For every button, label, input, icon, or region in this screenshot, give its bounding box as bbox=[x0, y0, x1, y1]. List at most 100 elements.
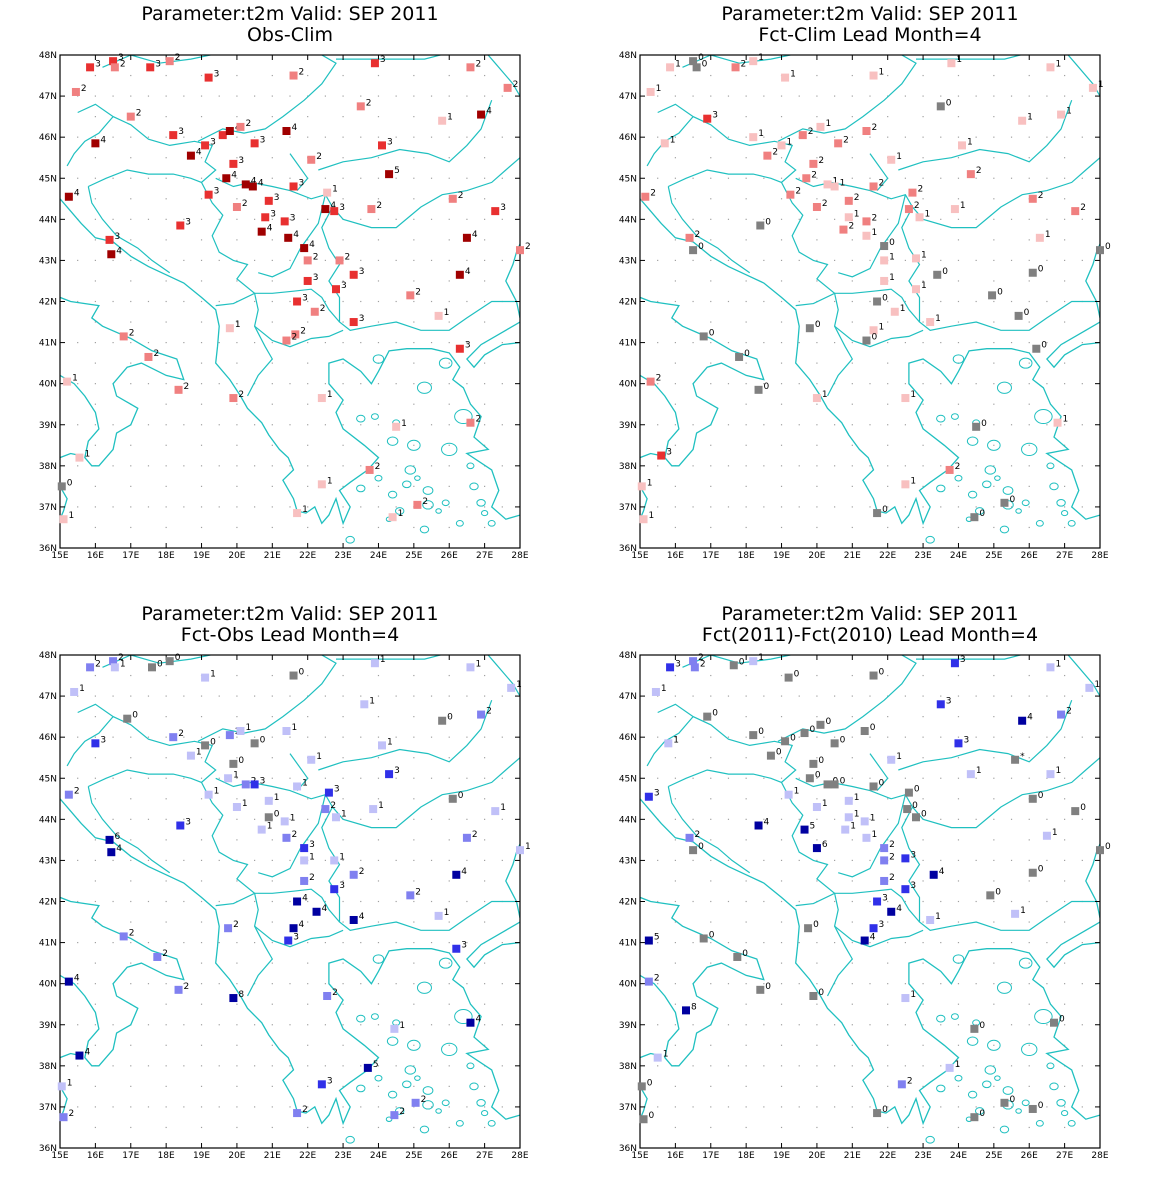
island bbox=[950, 1013, 959, 1020]
station-value-label: 2 bbox=[129, 928, 135, 938]
station-marker bbox=[945, 1063, 954, 1072]
grid-dot bbox=[413, 880, 415, 882]
grid-dot bbox=[448, 695, 450, 697]
grid-dot bbox=[904, 695, 906, 697]
grid-dot bbox=[377, 921, 380, 923]
grid-dot bbox=[1081, 177, 1083, 179]
grid-dot bbox=[1064, 1024, 1066, 1026]
grid-dot bbox=[922, 403, 924, 405]
grid-dot bbox=[413, 239, 415, 241]
grid-dot bbox=[887, 818, 889, 820]
grid-dot bbox=[448, 526, 450, 529]
island bbox=[1046, 1062, 1055, 1070]
grid-dot bbox=[377, 716, 380, 718]
grid-dot bbox=[1028, 757, 1030, 759]
grid-dot bbox=[77, 300, 79, 303]
station-value-label: 3 bbox=[155, 59, 161, 69]
grid-dot bbox=[307, 198, 309, 200]
grid-dot bbox=[307, 506, 309, 508]
grid-dot bbox=[869, 300, 871, 303]
grid-dot bbox=[904, 506, 906, 508]
island bbox=[967, 1090, 978, 1099]
station-marker bbox=[250, 739, 259, 748]
grid-dot bbox=[200, 798, 203, 800]
grid-dot bbox=[674, 716, 676, 718]
grid-dot bbox=[745, 362, 747, 364]
grid-dot bbox=[887, 736, 889, 738]
grid-dot bbox=[993, 157, 995, 159]
station-marker bbox=[356, 102, 365, 111]
grid-dot bbox=[887, 116, 889, 118]
station-value-label: 1 bbox=[673, 735, 679, 745]
grid-dot bbox=[975, 983, 977, 985]
grid-dot bbox=[165, 506, 167, 508]
grid-dot bbox=[940, 177, 942, 179]
grid-dot bbox=[816, 259, 818, 262]
station-value-label: 2 bbox=[238, 390, 244, 400]
grid-dot bbox=[130, 383, 132, 385]
station-marker bbox=[390, 1111, 399, 1120]
grid-dot bbox=[94, 1024, 96, 1026]
grid-dot bbox=[236, 1085, 238, 1087]
grid-dot bbox=[1010, 777, 1013, 779]
grid-dot bbox=[342, 116, 344, 118]
station-value-label: 1 bbox=[380, 655, 386, 665]
grid-dot bbox=[466, 259, 468, 262]
lon-tick-label: 19E bbox=[193, 1151, 210, 1161]
station-value-label: 1 bbox=[290, 813, 296, 823]
grid-dot bbox=[324, 777, 326, 779]
lon-tick-label: 28E bbox=[1091, 551, 1108, 561]
grid-dot bbox=[342, 465, 344, 467]
station-marker bbox=[434, 311, 443, 320]
grid-dot bbox=[780, 941, 783, 944]
grid-dot bbox=[940, 983, 942, 985]
grid-dot bbox=[484, 526, 486, 529]
island bbox=[466, 462, 475, 470]
grid-dot bbox=[360, 983, 362, 985]
station-marker bbox=[777, 141, 786, 150]
station-value-label: 5 bbox=[394, 166, 400, 176]
grid-dot bbox=[501, 941, 503, 944]
island bbox=[1067, 520, 1076, 527]
station-value-label: 1 bbox=[670, 135, 676, 145]
station-marker bbox=[901, 885, 910, 894]
station-marker bbox=[280, 817, 289, 826]
grid-dot bbox=[165, 403, 167, 405]
island bbox=[386, 436, 399, 446]
grid-dot bbox=[183, 383, 185, 385]
station-marker bbox=[812, 803, 821, 812]
lon-tick-label: 20E bbox=[808, 551, 825, 561]
station-marker bbox=[317, 394, 326, 403]
station-marker bbox=[229, 159, 238, 168]
grid-dot bbox=[271, 95, 273, 97]
station-marker bbox=[105, 235, 114, 244]
station-value-label: 8 bbox=[691, 1002, 697, 1012]
station-marker bbox=[107, 848, 116, 857]
grid-dot bbox=[413, 74, 415, 77]
grid-dot bbox=[236, 859, 238, 862]
grid-dot bbox=[342, 1126, 344, 1129]
grid-dot bbox=[307, 962, 309, 964]
grid-dot bbox=[307, 1065, 309, 1067]
grid-dot bbox=[200, 259, 203, 262]
island bbox=[441, 1099, 450, 1107]
station-value-label: 1 bbox=[879, 68, 885, 78]
grid-dot bbox=[236, 259, 238, 262]
grid-dot bbox=[798, 941, 800, 944]
station-marker bbox=[248, 182, 257, 191]
grid-dot bbox=[993, 424, 995, 426]
grid-dot bbox=[922, 74, 924, 77]
map-layer bbox=[640, 655, 1100, 1144]
grid-dot bbox=[993, 859, 995, 862]
lat-tick-label: 40N bbox=[619, 980, 637, 990]
grid-dot bbox=[94, 880, 96, 882]
station-value-label: 5 bbox=[654, 933, 660, 943]
island bbox=[1021, 499, 1030, 507]
island bbox=[936, 1014, 946, 1023]
lon-tick-label: 16E bbox=[87, 551, 104, 561]
border-line bbox=[215, 157, 520, 229]
grid-dot bbox=[957, 1024, 960, 1026]
grid-dot bbox=[887, 1065, 889, 1067]
grid-dot bbox=[254, 695, 256, 697]
grid-dot bbox=[271, 1003, 273, 1005]
